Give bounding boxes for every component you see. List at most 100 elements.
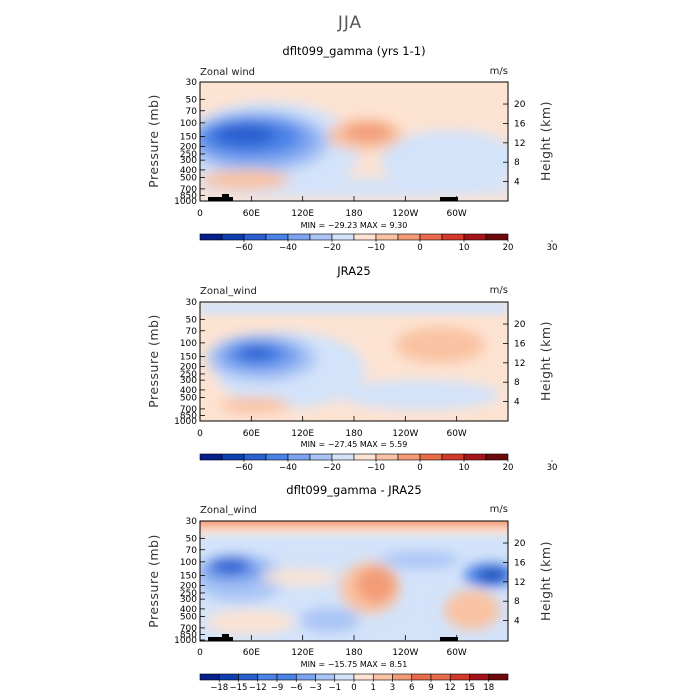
y-tick-label: 50 (186, 95, 198, 105)
colorbar-swatch (411, 673, 432, 681)
x-axis-ticks: 0 60E 120E 180 120W 60W (197, 416, 467, 439)
x-tick-label: 120W (392, 648, 418, 658)
colorbar-swatch (353, 453, 377, 461)
y-tick-label: 400 (180, 166, 197, 176)
colorbar-swatch (295, 673, 316, 681)
x-axis-ticks: 0 60E 120E 180 120W 60W (197, 196, 467, 219)
y-tick-label: 150 (180, 353, 197, 363)
y-tick-label: 70 (186, 546, 198, 556)
y2-tick-label: 8 (514, 378, 520, 388)
colorbar-label: 30 (547, 463, 558, 473)
colorbar-label: 0 (417, 243, 422, 253)
units-label: m/s (490, 504, 508, 515)
x-axis-ticks: 0 60E 120E 180 120W 60W (197, 635, 467, 658)
colorbar-label: −10 (367, 463, 385, 473)
colorbar-swatch (485, 233, 509, 241)
y-tick-label: 100 (180, 339, 197, 349)
panel-obs: JRA25 Zonal_wind m/s 3050701001502002503… (146, 264, 557, 473)
colorbar-swatch (441, 453, 465, 461)
colorbar-label: −60 (235, 463, 253, 473)
y-tick-label: 400 (180, 605, 197, 615)
colorbar-swatch (331, 233, 355, 241)
y-tick-label: 500 (180, 612, 197, 622)
colorbar-swatch (265, 233, 289, 241)
y2-tick-label: 4 (514, 617, 520, 627)
x-tick-label: 60W (446, 648, 466, 658)
y-tick-label: 100 (180, 558, 197, 568)
colorbar-swatch (419, 233, 443, 241)
variable-label: Zonal wind (200, 67, 255, 78)
y-tick-label: 250 (180, 589, 197, 599)
colorbar-swatch (375, 453, 399, 461)
colorbar-label: 10 (459, 463, 470, 473)
colorbar: −60 −40 −20 −10 0 10 20 30 (199, 453, 558, 473)
variable-label: Zonal_wind (200, 286, 257, 297)
x-tick-label: 60W (446, 209, 466, 219)
colorbar-label: −15 (230, 683, 248, 693)
colorbar-label: 9 (428, 683, 433, 693)
colorbar-label: −20 (323, 243, 341, 253)
y2-axis-ticks: 20 16 12 8 4 (503, 100, 526, 188)
y-axis-label: Pressure (mb) (146, 314, 161, 408)
x-tick-label: 60E (243, 648, 260, 658)
y-tick-label: 1000 (174, 636, 197, 646)
y-tick-label: 50 (186, 315, 198, 325)
units-label: m/s (490, 66, 508, 77)
colorbar-label: −12 (249, 683, 267, 693)
x-tick-label: 120W (392, 429, 418, 439)
y2-tick-label: 20 (514, 320, 526, 330)
colorbar-swatch (397, 453, 421, 461)
y-tick-label: 70 (186, 327, 198, 337)
y-tick-label: 500 (180, 393, 197, 403)
colorbar-swatch (221, 453, 245, 461)
y-tick-label: 30 (186, 517, 198, 527)
y2-tick-label: 12 (514, 359, 525, 369)
colorbar-swatch (353, 233, 377, 241)
y2-tick-label: 12 (514, 139, 525, 149)
colorbar-label: −40 (279, 463, 297, 473)
y-tick-label: 300 (180, 595, 197, 605)
y-tick-label: 200 (180, 142, 197, 152)
y2-tick-label: 8 (514, 158, 520, 168)
y2-tick-label: 16 (514, 119, 526, 129)
y-tick-label: 100 (180, 119, 197, 129)
colorbar-swatch (375, 233, 399, 241)
y2-tick-label: 20 (514, 100, 526, 110)
colorbar-swatch (315, 673, 336, 681)
y2-tick-label: 16 (514, 339, 526, 349)
colorbar-label: 20 (503, 463, 514, 473)
panel-title: JRA25 (336, 264, 370, 278)
x-tick-label: 0 (197, 209, 203, 219)
y-tick-label: 700 (180, 185, 197, 195)
x-tick-label: 60E (243, 429, 260, 439)
x-tick-label: 120E (291, 648, 314, 658)
colorbar-label: −3 (309, 683, 322, 693)
contour-field (200, 82, 508, 201)
y2-tick-label: 12 (514, 578, 525, 588)
colorbar-swatch (463, 453, 487, 461)
y2-axis-label: Height (km) (538, 321, 553, 401)
colorbar-label: 0 (417, 463, 422, 473)
colorbar-swatch (430, 673, 451, 681)
colorbar-swatch (199, 673, 220, 681)
colorbar: −60 −40 −20 −10 0 10 20 30 (199, 233, 557, 253)
panel-title: dflt099_gamma (yrs 1-1) (282, 44, 425, 58)
y-tick-label: 70 (186, 107, 198, 117)
colorbar-swatch (257, 673, 278, 681)
y-tick-label: 400 (180, 386, 197, 396)
y-axis-label: Pressure (mb) (146, 534, 161, 628)
x-tick-label: 120E (291, 209, 314, 219)
colorbar-label: −18 (210, 683, 228, 693)
colorbar-swatch (397, 233, 421, 241)
contour-field (200, 521, 508, 641)
colorbar-label: 20 (503, 243, 514, 253)
figure-title: JJA (337, 13, 362, 33)
y-tick-label: 1000 (174, 417, 197, 427)
x-tick-label: 60E (243, 209, 260, 219)
colorbar-swatch (309, 233, 333, 241)
variable-label: Zonal_wind (200, 505, 257, 516)
colorbar-swatch (372, 673, 393, 681)
colorbar-label: 18 (483, 683, 494, 693)
